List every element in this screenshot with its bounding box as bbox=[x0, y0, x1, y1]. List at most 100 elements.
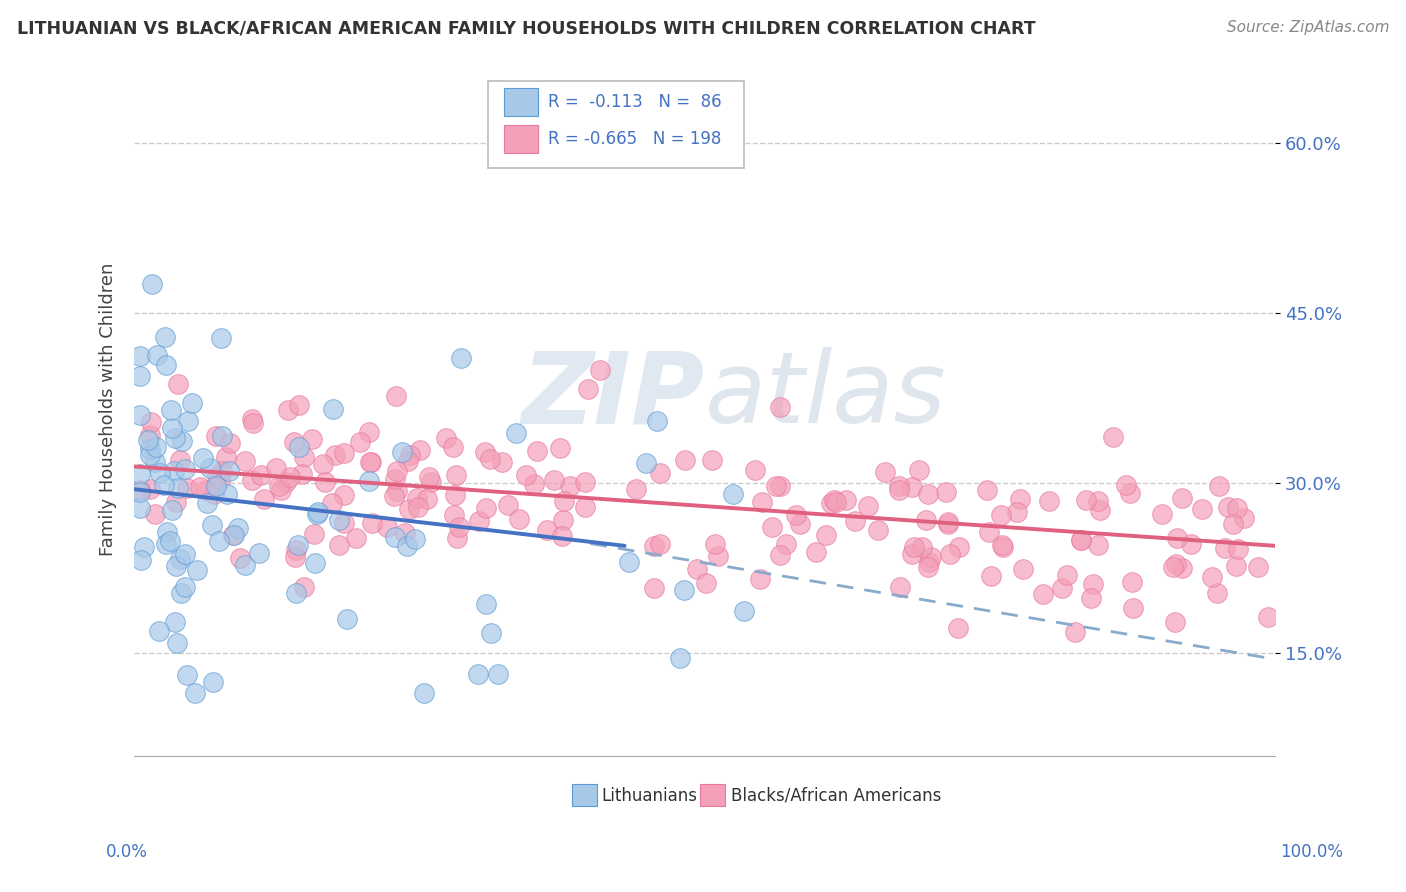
Point bbox=[292, 450, 315, 464]
Point bbox=[307, 505, 329, 519]
Point bbox=[207, 534, 229, 549]
Point bbox=[165, 495, 187, 509]
Text: LITHUANIAN VS BLACK/AFRICAN AMERICAN FAMILY HOUSEHOLDS WITH CHILDREN CORRELATION: LITHUANIAN VS BLACK/AFRICAN AMERICAN FAM… bbox=[17, 20, 1035, 37]
Point bbox=[159, 403, 181, 417]
Point bbox=[155, 330, 177, 344]
Point bbox=[915, 513, 938, 527]
Point bbox=[1115, 478, 1137, 492]
Point bbox=[523, 477, 546, 491]
Point bbox=[1166, 531, 1188, 545]
Point bbox=[645, 414, 668, 428]
Point bbox=[768, 401, 790, 415]
Point bbox=[195, 483, 218, 497]
Point bbox=[508, 512, 530, 526]
Point bbox=[128, 501, 150, 516]
Point bbox=[977, 525, 1000, 540]
Point bbox=[323, 448, 346, 462]
Point bbox=[173, 580, 195, 594]
Point bbox=[1119, 486, 1142, 500]
Point bbox=[169, 453, 191, 467]
Point bbox=[449, 520, 471, 534]
Point bbox=[419, 475, 441, 489]
Point bbox=[288, 398, 311, 412]
Point bbox=[174, 547, 197, 561]
Point bbox=[145, 455, 167, 469]
Point bbox=[186, 563, 208, 577]
Point bbox=[229, 550, 252, 565]
Point bbox=[900, 547, 922, 561]
Point bbox=[408, 500, 430, 514]
Point bbox=[169, 551, 191, 566]
Point bbox=[918, 555, 941, 569]
Point bbox=[475, 597, 498, 611]
Point bbox=[1171, 561, 1194, 575]
Point bbox=[391, 445, 413, 459]
Point bbox=[1052, 582, 1074, 596]
Point bbox=[250, 468, 273, 483]
Text: 100.0%: 100.0% bbox=[1279, 843, 1343, 861]
Point bbox=[1247, 559, 1270, 574]
Point bbox=[1226, 501, 1249, 516]
Point bbox=[360, 455, 382, 469]
Text: 0.0%: 0.0% bbox=[105, 843, 148, 861]
Point bbox=[1161, 559, 1184, 574]
Point bbox=[314, 475, 336, 489]
Point bbox=[443, 508, 465, 523]
Point bbox=[769, 479, 792, 493]
Point bbox=[733, 604, 755, 618]
Point bbox=[242, 416, 264, 430]
Point bbox=[1170, 491, 1192, 505]
Point bbox=[907, 463, 929, 477]
Point bbox=[235, 558, 257, 573]
Point bbox=[398, 448, 420, 462]
Point bbox=[1122, 600, 1144, 615]
Text: Lithuanians: Lithuanians bbox=[602, 787, 697, 805]
Point bbox=[128, 483, 150, 497]
Point bbox=[467, 667, 489, 681]
Point bbox=[491, 455, 513, 469]
Point bbox=[132, 540, 155, 554]
Point bbox=[903, 540, 925, 554]
Point bbox=[1038, 494, 1060, 508]
Point bbox=[1233, 511, 1256, 525]
Point bbox=[138, 448, 160, 462]
Point bbox=[1206, 585, 1229, 599]
Point bbox=[536, 523, 558, 537]
Point bbox=[406, 491, 429, 505]
Point bbox=[277, 403, 299, 417]
Point bbox=[209, 473, 232, 487]
Point bbox=[1164, 615, 1187, 629]
Point bbox=[474, 500, 496, 515]
Point bbox=[887, 478, 910, 492]
Point bbox=[148, 624, 170, 638]
FancyBboxPatch shape bbox=[572, 784, 598, 806]
Point bbox=[526, 444, 548, 458]
Point bbox=[574, 500, 596, 515]
Point bbox=[162, 464, 184, 478]
Point bbox=[901, 480, 924, 494]
Point bbox=[920, 550, 942, 565]
Point bbox=[349, 435, 371, 450]
Point bbox=[336, 612, 359, 626]
Y-axis label: Family Households with Children: Family Households with Children bbox=[100, 263, 117, 557]
Point bbox=[165, 558, 187, 573]
Point bbox=[128, 485, 150, 500]
Point bbox=[155, 537, 177, 551]
Point bbox=[1087, 538, 1109, 552]
Point bbox=[1218, 500, 1240, 514]
Point bbox=[1225, 558, 1247, 573]
Point bbox=[917, 560, 939, 574]
Point bbox=[209, 331, 232, 345]
Point bbox=[160, 503, 183, 517]
Point bbox=[270, 483, 292, 497]
Point bbox=[173, 462, 195, 476]
Point bbox=[156, 524, 179, 539]
Point bbox=[176, 668, 198, 682]
Point bbox=[648, 466, 671, 480]
Point bbox=[195, 496, 218, 510]
Point bbox=[301, 432, 323, 446]
Point bbox=[991, 539, 1014, 553]
Point bbox=[219, 436, 242, 450]
Point bbox=[467, 514, 489, 528]
Point bbox=[136, 433, 159, 447]
